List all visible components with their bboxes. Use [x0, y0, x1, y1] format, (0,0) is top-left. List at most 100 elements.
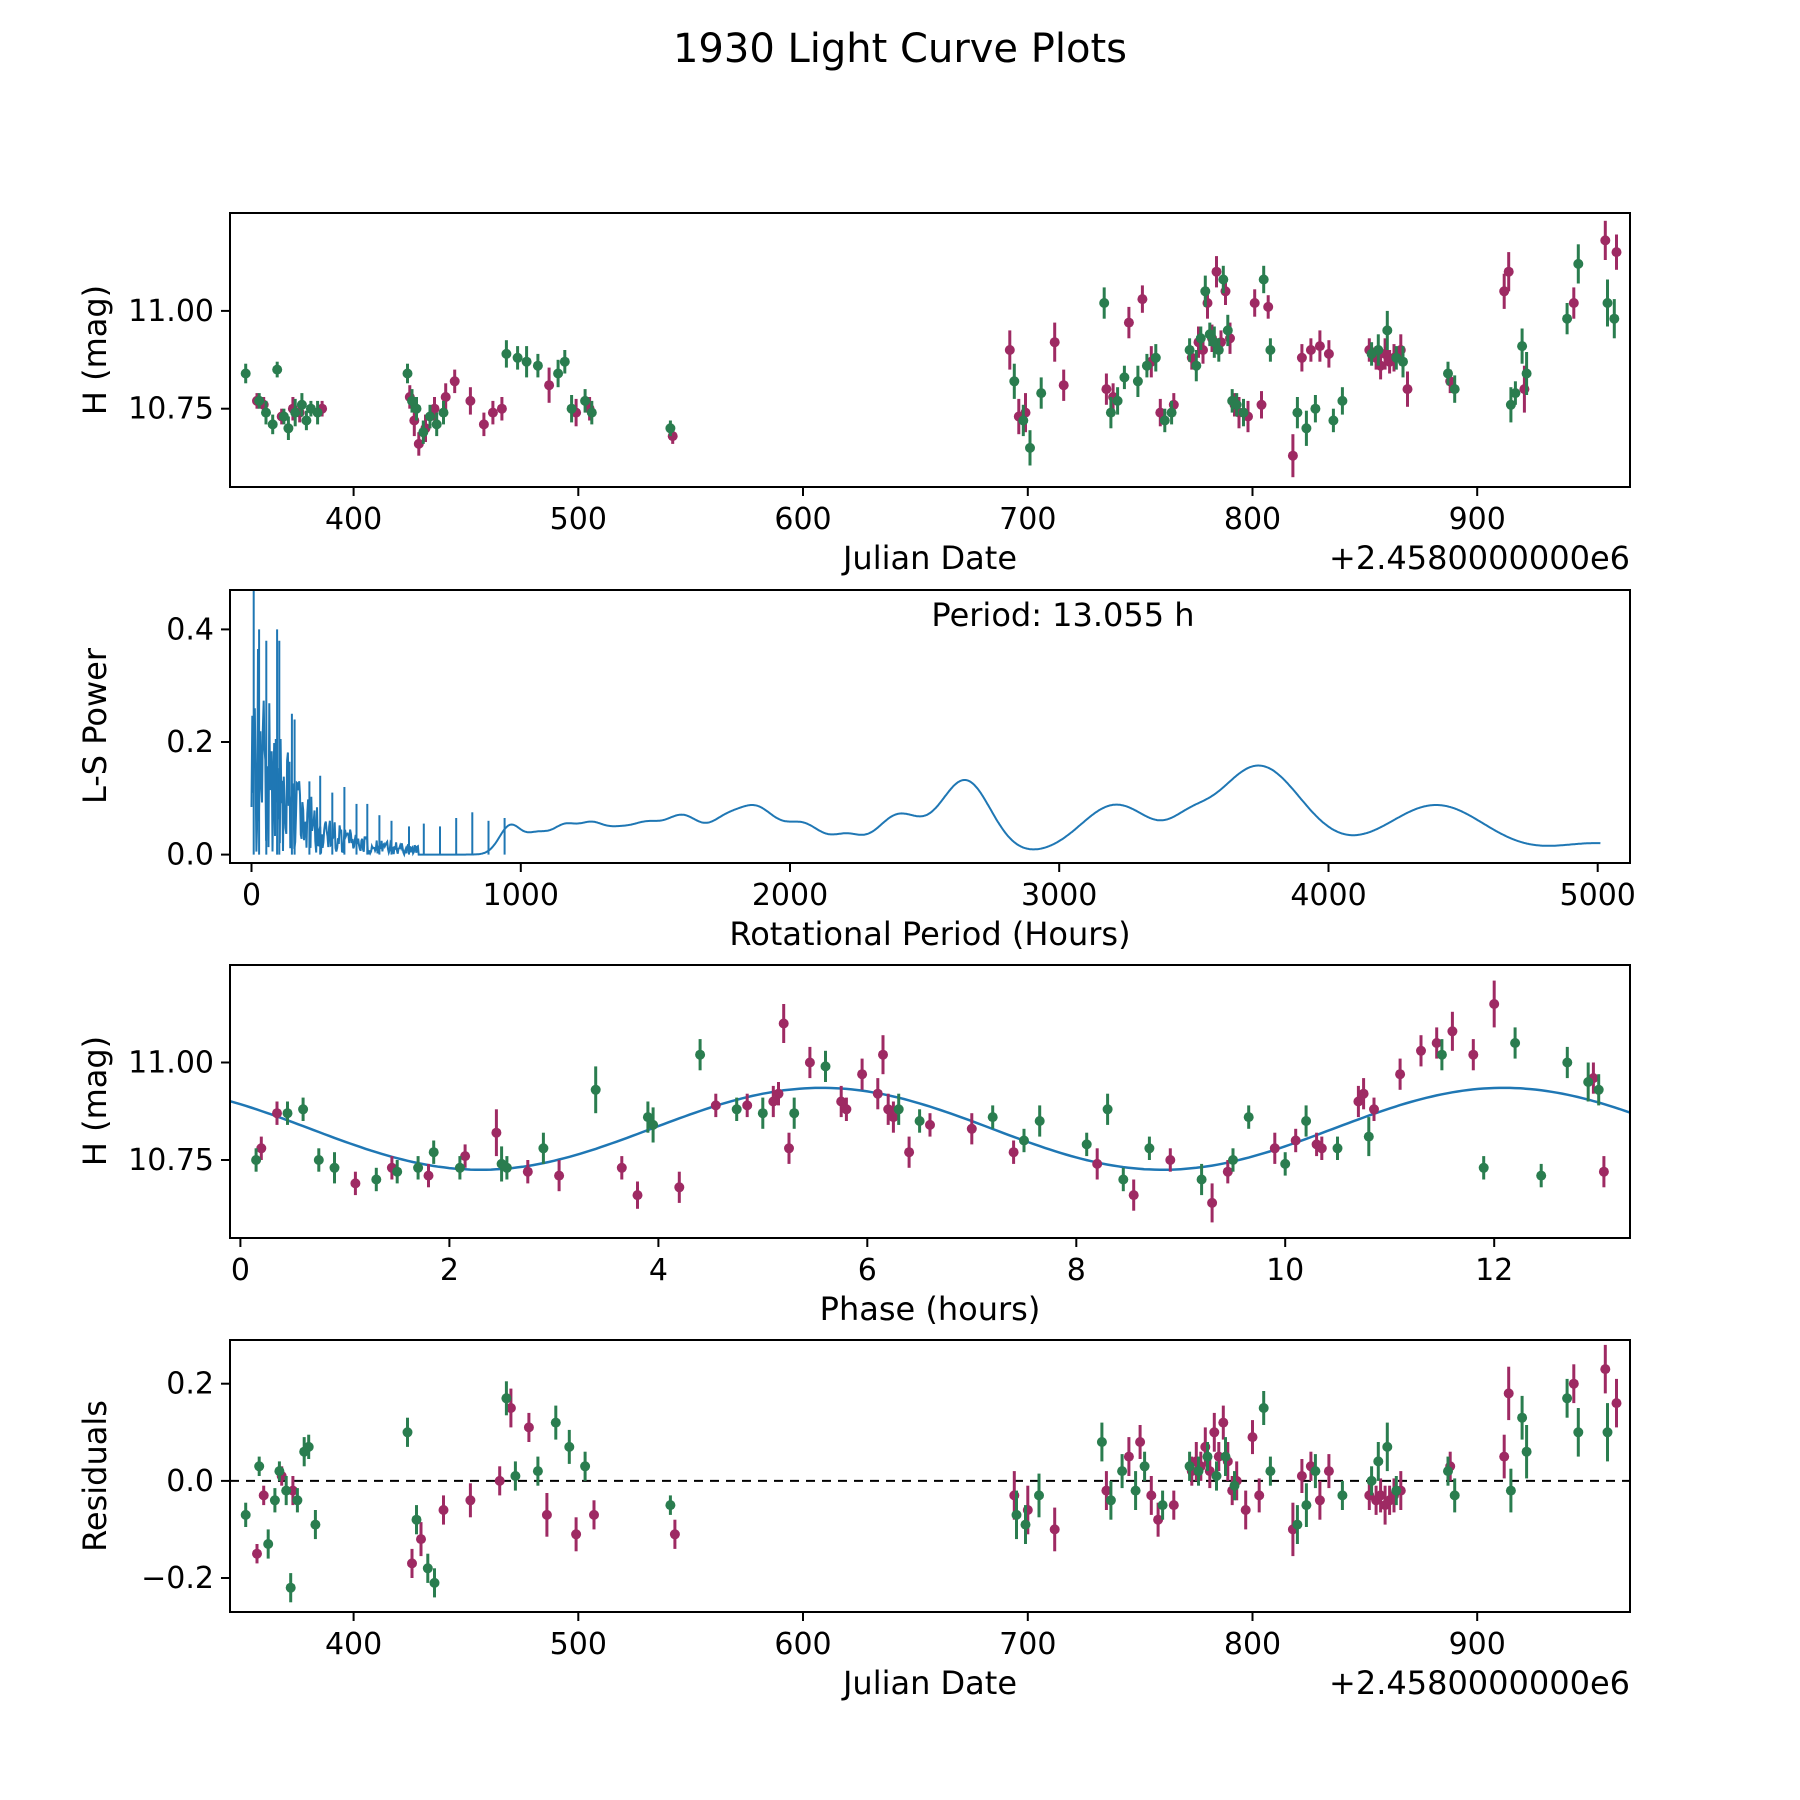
data-point [1130, 1485, 1141, 1496]
data-point [1402, 384, 1413, 395]
ylabel-light-curve: H (mag) [76, 284, 114, 416]
y-tick-label: 0.0 [166, 1464, 214, 1499]
data-point [290, 407, 301, 418]
x-tick-label: 4 [649, 1253, 668, 1288]
data-point [1521, 1446, 1532, 1457]
data-point [1222, 325, 1233, 336]
xlabel-phased: Phase (hours) [819, 1290, 1041, 1328]
data-point [1196, 1174, 1207, 1185]
data-point [580, 395, 591, 406]
periodogram-curve [250, 648, 1601, 858]
data-point [1296, 352, 1307, 363]
data-point [1018, 415, 1029, 426]
data-point [254, 395, 265, 406]
x-tick-label: 5000 [1560, 878, 1636, 913]
data-point [1521, 368, 1532, 379]
data-point [1020, 1519, 1031, 1530]
xlabel-periodogram: Rotational Period (Hours) [729, 915, 1131, 953]
data-point [269, 1495, 280, 1506]
axes-box [229, 212, 1631, 488]
data-point [1207, 1197, 1218, 1208]
data-point [312, 407, 323, 418]
data-point [768, 1096, 779, 1107]
data-point [1363, 1131, 1374, 1142]
x-tick-label: 500 [550, 502, 607, 537]
data-point [1499, 286, 1510, 297]
data-point [1102, 1104, 1113, 1115]
data-point [428, 1147, 439, 1158]
data-point [465, 395, 476, 406]
x-tick-label: 700 [999, 1627, 1056, 1662]
data-point [665, 423, 676, 434]
data-point [1058, 380, 1069, 391]
data-point [1034, 1490, 1044, 1501]
data-point [1416, 1045, 1426, 1056]
ylabel-residuals: Residuals [76, 1400, 114, 1552]
data-point [1228, 1155, 1238, 1165]
data-point [1258, 1403, 1269, 1413]
data-point [1337, 1490, 1348, 1501]
data-point [282, 1108, 293, 1119]
data-point [1310, 403, 1321, 414]
data-point [418, 427, 429, 438]
data-point [1153, 1514, 1164, 1525]
ylabel-periodogram: L-S Power [76, 647, 114, 805]
data-point [407, 395, 417, 406]
data-point [501, 1162, 512, 1173]
data-point [1382, 325, 1393, 336]
data-point [402, 368, 413, 379]
data-point [1105, 1495, 1116, 1506]
data-point [449, 376, 460, 387]
data-point [1332, 1143, 1343, 1154]
data-point [1337, 395, 1348, 406]
data-point [648, 1119, 659, 1130]
data-point [501, 348, 512, 359]
data-point [1323, 1466, 1334, 1477]
data-point [1510, 388, 1521, 399]
period-annotation: Period: 13.055 h [931, 596, 1195, 634]
data-point [1092, 1158, 1103, 1169]
data-point [1008, 1147, 1019, 1158]
data-point [841, 1104, 852, 1115]
data-point [804, 1057, 815, 1068]
data-point [521, 356, 532, 367]
x-tick-label: 1000 [483, 878, 559, 913]
data-point [878, 1049, 888, 1060]
data-point [1123, 317, 1134, 328]
data-point [1202, 1451, 1213, 1462]
y-tick-label: 0.2 [166, 1367, 214, 1402]
data-point [422, 1563, 433, 1574]
data-point [1137, 294, 1148, 305]
x-tick-label: 2 [440, 1253, 459, 1288]
data-point [580, 1461, 591, 1472]
data-point [1101, 384, 1112, 395]
data-point [904, 1147, 915, 1158]
data-point [1505, 1485, 1516, 1496]
x-tick-label: 12 [1475, 1253, 1513, 1288]
periodogram-data [250, 590, 1601, 858]
xlabel-residuals: Julian Date [842, 1664, 1018, 1702]
data-point [1123, 1451, 1134, 1462]
data-point [1099, 298, 1110, 308]
data-point [285, 1582, 296, 1593]
data-point [1193, 1466, 1204, 1477]
data-point [1269, 1143, 1280, 1154]
data-point [1310, 1466, 1321, 1477]
x-tick-label: 10 [1266, 1253, 1304, 1288]
data-point [310, 1519, 321, 1530]
data-point [1593, 1084, 1604, 1095]
data-point [416, 1534, 426, 1545]
y-tick-label: −0.2 [141, 1561, 214, 1596]
data-point [1249, 298, 1260, 308]
data-point [893, 1104, 904, 1115]
data-point [501, 1393, 512, 1404]
axes-box [229, 589, 1631, 864]
data-point [411, 403, 422, 414]
data-point [1290, 1135, 1301, 1146]
data-point [544, 380, 555, 391]
x-tick-label: 0 [242, 878, 261, 913]
data-point [240, 1509, 251, 1520]
data-point [1254, 1490, 1265, 1501]
data-point [1004, 345, 1015, 355]
